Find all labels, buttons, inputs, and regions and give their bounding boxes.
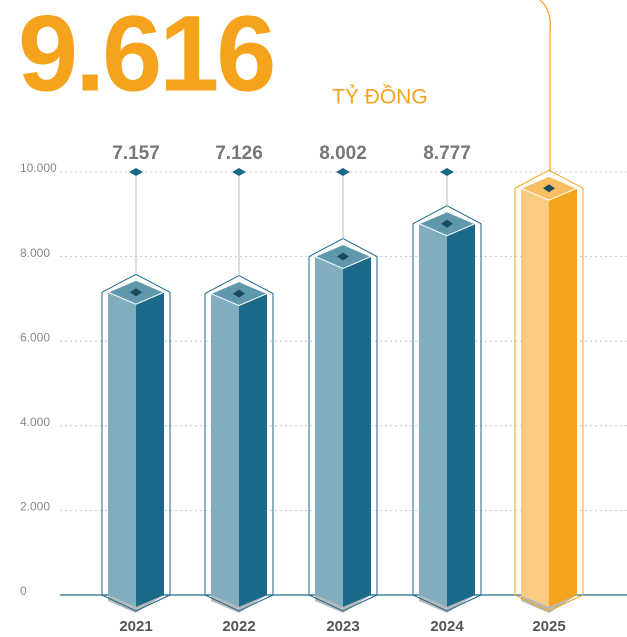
label-marker [440, 168, 454, 176]
x-tick-label: 2024 [430, 618, 464, 635]
bar-right [239, 293, 267, 607]
headline-unit: TỶ ĐỒNG [332, 85, 428, 109]
y-tick-label: 2.000 [20, 500, 50, 514]
bar-left [419, 223, 447, 607]
bar-shadow [315, 595, 371, 613]
connector [539, 0, 551, 172]
top-marker [130, 288, 142, 297]
bar-left [315, 256, 343, 607]
bar-shadow [419, 595, 475, 613]
top-marker [337, 252, 349, 261]
value-label: 8.002 [319, 143, 367, 164]
y-tick-label: 10.000 [20, 161, 57, 175]
top-marker [441, 219, 453, 228]
bar-right [447, 223, 475, 607]
bar-shadow [521, 595, 577, 613]
label-marker [232, 168, 246, 176]
label-marker [336, 168, 350, 176]
bar-shadow [108, 595, 164, 613]
value-label: 7.157 [112, 143, 160, 164]
bar-right [343, 256, 371, 607]
top-marker [233, 289, 245, 298]
bar-left [108, 292, 136, 607]
bar-left [521, 188, 549, 607]
bar-right [549, 188, 577, 607]
x-tick-label: 2023 [326, 618, 359, 635]
top-marker [543, 184, 555, 193]
bar-left [211, 293, 239, 607]
y-tick-label: 0 [20, 584, 27, 598]
x-tick-label: 2022 [222, 618, 255, 635]
bar-frame [514, 169, 584, 612]
x-tick-label: 2021 [119, 618, 152, 635]
headline-value: 9.616 [18, 0, 273, 114]
x-tick-label: 2025 [532, 618, 565, 635]
bar-right [136, 292, 164, 607]
bar-shadow [211, 595, 267, 613]
y-tick-label: 4.000 [20, 415, 50, 429]
y-tick-label: 8.000 [20, 246, 50, 260]
y-tick-label: 6.000 [20, 330, 50, 344]
value-label: 8.777 [423, 143, 471, 164]
value-label: 7.126 [215, 143, 263, 164]
label-marker [129, 168, 143, 176]
